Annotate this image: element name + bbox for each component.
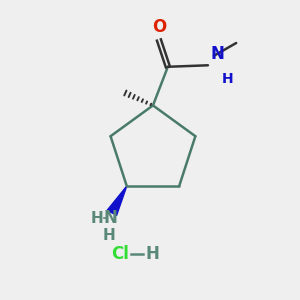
Text: N: N — [210, 45, 224, 63]
Text: H: H — [103, 228, 115, 243]
Text: H: H — [222, 72, 234, 86]
Polygon shape — [107, 186, 127, 215]
Text: Cl: Cl — [111, 245, 129, 263]
Text: O: O — [152, 19, 166, 37]
Text: H: H — [146, 245, 159, 263]
Text: N: N — [103, 209, 117, 227]
Text: H: H — [91, 211, 103, 226]
